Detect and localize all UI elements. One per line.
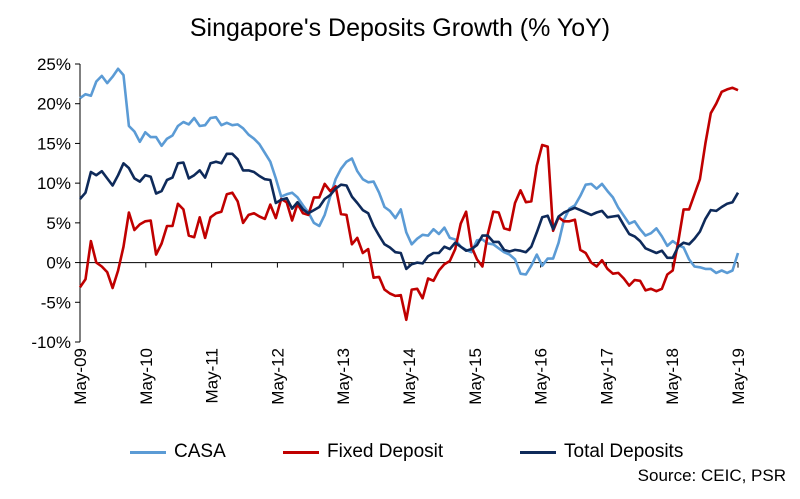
y-tick-label: 15%: [37, 134, 71, 153]
x-tick-label: May-13: [334, 348, 353, 405]
legend-item-fixed-deposit: Fixed Deposit: [283, 439, 443, 465]
x-tick-label: May-16: [532, 348, 551, 405]
x-tick-label: May-15: [466, 348, 485, 405]
line-chart: -10%-5%0%5%10%15%20%25% May-09 May-10 May-…: [31, 55, 748, 405]
legend-label-casa: CASA: [174, 441, 226, 462]
legend-label-fixed-deposit: Fixed Deposit: [327, 441, 444, 462]
x-axis-ticks: May-09 May-10 May-11 May-12 May-13 May-14 May-…: [71, 262, 748, 405]
series-line-casa: [79, 67, 740, 276]
y-tick-label: 20%: [37, 95, 71, 114]
x-tick-label: May-12: [268, 348, 287, 405]
series-lines: [78, 67, 740, 322]
y-tick-label: 5%: [46, 214, 71, 233]
x-tick-label: May-19: [729, 348, 748, 405]
legend-item-casa: CASA: [130, 439, 226, 465]
y-tick-label: 0%: [46, 254, 71, 273]
x-tick-label: May-14: [400, 348, 419, 405]
x-tick-label: May-18: [663, 348, 682, 405]
x-tick-label: May-09: [71, 348, 90, 405]
y-tick-label: -5%: [41, 293, 71, 312]
legend-swatch-fixed-deposit: [283, 450, 319, 454]
x-tick-label: May-11: [203, 348, 222, 403]
y-axis-ticks: -10% -5% 0% 5% 10% 15% 20% 25%: [31, 55, 80, 352]
series-line-fixed-deposit: [78, 86, 739, 322]
y-tick-label: 25%: [37, 55, 71, 74]
legend-item-total-deposits: Total Deposits: [520, 439, 683, 465]
source-note: Source: CEIC, PSR: [637, 466, 786, 485]
x-tick-label: May-17: [597, 348, 616, 405]
chart-title: Singapore's Deposits Growth (% YoY): [189, 14, 611, 42]
x-tick-label: May-10: [137, 348, 156, 405]
legend-swatch-total-deposits: [520, 450, 556, 454]
y-tick-label: -10%: [31, 333, 71, 352]
legend-label-total-deposits: Total Deposits: [564, 441, 684, 462]
y-tick-label: 10%: [37, 174, 71, 193]
legend: CASA Fixed Deposit Total Deposits: [0, 439, 800, 465]
legend-swatch-casa: [130, 450, 166, 454]
series-line-total-deposits: [79, 152, 740, 271]
